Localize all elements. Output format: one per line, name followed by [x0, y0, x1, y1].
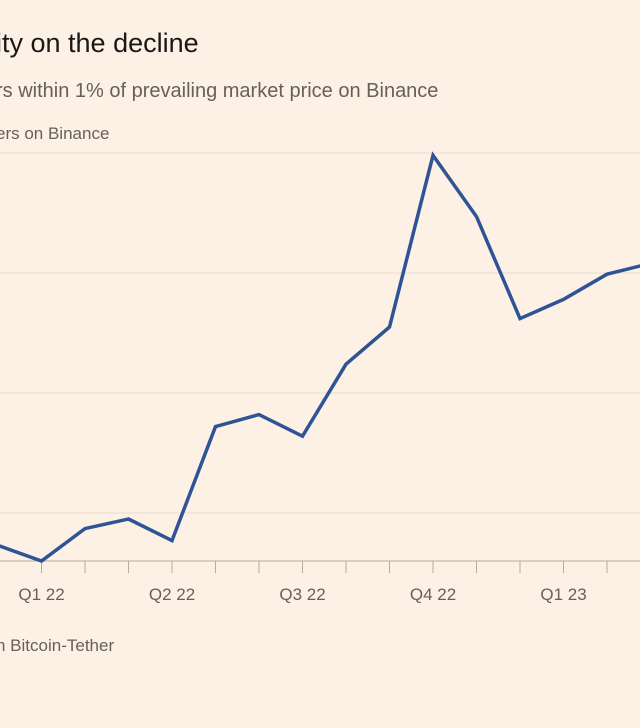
- series-group: [0, 151, 640, 563]
- chart-source-note: n Bitcoin-Tether: [0, 636, 115, 655]
- x-tick-label-q1-23: Q1 23: [540, 585, 586, 604]
- chart-title: ity on the decline: [0, 28, 199, 58]
- x-tick-labels: Q1 22 Q2 22 Q3 22 Q4 22 Q1 23: [18, 585, 586, 604]
- x-tick-label-q1-22: Q1 22: [18, 585, 64, 604]
- gridlines: [0, 152, 640, 514]
- x-tick-label-q3-22: Q3 22: [279, 585, 325, 604]
- chart-subtitle: rs within 1% of prevailing market price …: [0, 80, 439, 102]
- x-tick-label-q4-22: Q4 22: [410, 585, 456, 604]
- series-line-0: [0, 151, 640, 563]
- x-tick-label-q2-22: Q2 22: [149, 585, 195, 604]
- x-axis: [0, 560, 640, 573]
- y-axis-label: ers on Binance: [0, 124, 110, 143]
